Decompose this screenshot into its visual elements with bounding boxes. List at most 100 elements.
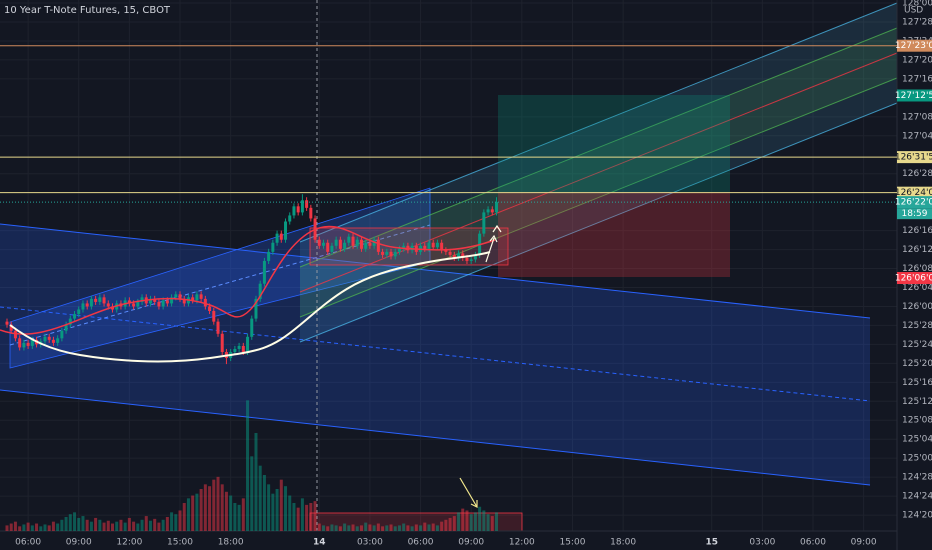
candle-body [351,236,355,246]
volume-bar [220,484,224,531]
volume-bar [359,525,363,531]
volume-bar [68,514,72,531]
volume-bar [178,510,182,531]
x-tick-label: 18:00 [610,538,636,548]
candle-body [81,303,85,310]
y-tick-label: 125'28'0 [902,321,932,331]
volume-bar [482,510,486,531]
candle-body [127,300,131,304]
volume-bar [195,493,199,531]
volume-bar [144,516,148,531]
candle-body [300,200,304,213]
price-badge [897,151,932,164]
candle-body [267,251,271,261]
volume-bar [77,517,81,531]
channel-edge [299,102,898,343]
candle-body [334,239,338,246]
candle-body [347,236,351,243]
candle-body [68,318,72,325]
y-tick-label: 127'20'0 [902,55,932,65]
volume-bar [397,525,401,531]
volume-bar [305,504,309,531]
volume-bar [148,520,152,531]
y-tick-label: 126'28'0 [902,169,932,179]
candle-body [254,298,258,319]
volume-bar [102,522,106,531]
candle-body [486,209,490,213]
candle-body [5,321,9,325]
volume-bar [334,525,338,531]
volume-bar [309,503,313,531]
volume-bar [444,519,448,531]
volume-bar [98,519,102,531]
x-tick-label: 03:00 [357,538,383,548]
candle-body [448,251,452,255]
candle-body [22,342,26,348]
volume-bar [35,523,39,531]
target-zone [498,95,730,192]
x-tick-label: 15:00 [559,538,585,548]
volume-bar [279,479,283,531]
candle-body [51,339,55,343]
volume-bar [381,526,385,531]
candle-body [364,242,368,249]
candle-body [246,336,250,352]
candle-body [174,294,178,298]
candle-body [132,303,136,307]
channel-edge [0,223,871,319]
volume-bar [423,522,427,531]
volume-bar [47,525,51,531]
volume-bar [208,486,212,531]
volume-bar [376,523,380,531]
candle-body [465,257,469,261]
candle-body [330,245,334,252]
volume-bar [170,512,174,531]
stop-zone [498,192,730,277]
volume-bar [313,501,317,531]
y-tick-label: 125'20'0 [902,359,932,369]
volume-bar [490,516,494,531]
y-tick-label: 125'12'0 [902,397,932,407]
volume-bar [56,523,60,531]
volume-bar [406,525,410,531]
volume-bar [402,523,406,531]
volume-bar [452,516,456,531]
arrow [459,477,478,508]
volume-bar [368,524,372,531]
channel-line [299,77,898,318]
overlay [0,224,502,508]
y-tick-label: 127'28'0 [902,17,932,27]
x-tick-label: 06:00 [15,538,41,548]
candle-body [279,233,283,240]
x-tick-label: 09:00 [66,538,92,548]
candle-body [359,239,363,249]
candle-body [148,298,152,304]
x-tick-label: 12:00 [509,538,535,548]
x-tick-label: 12:00 [116,538,142,548]
candle-body [469,259,473,261]
candle-body [56,338,60,343]
countdown-badge [897,208,932,220]
candle-body [9,324,13,331]
candle-body [153,298,157,302]
candle-body [343,242,347,249]
candle-body [64,324,68,331]
y-tick-label: 126'16'0 [902,226,932,236]
candle-body [288,215,292,222]
candle-body [106,303,110,307]
candle-body [73,314,77,319]
candle-body [136,301,140,307]
candle-body [338,239,342,249]
volume-bar [241,498,245,531]
y-tick-label: 125'04'0 [902,435,932,445]
volume-bar [461,508,465,531]
y-tick-label: 126'04'0 [902,283,932,293]
volume-bar [254,433,258,531]
price-badge-label: 127'12'5 [895,91,932,101]
volume-bar [364,522,368,531]
volume-bar [119,519,123,531]
chart-title: 10 Year T-Note Futures, 15, CBOT [4,5,171,16]
volume-bar [427,524,431,531]
volume-bar [330,524,334,531]
